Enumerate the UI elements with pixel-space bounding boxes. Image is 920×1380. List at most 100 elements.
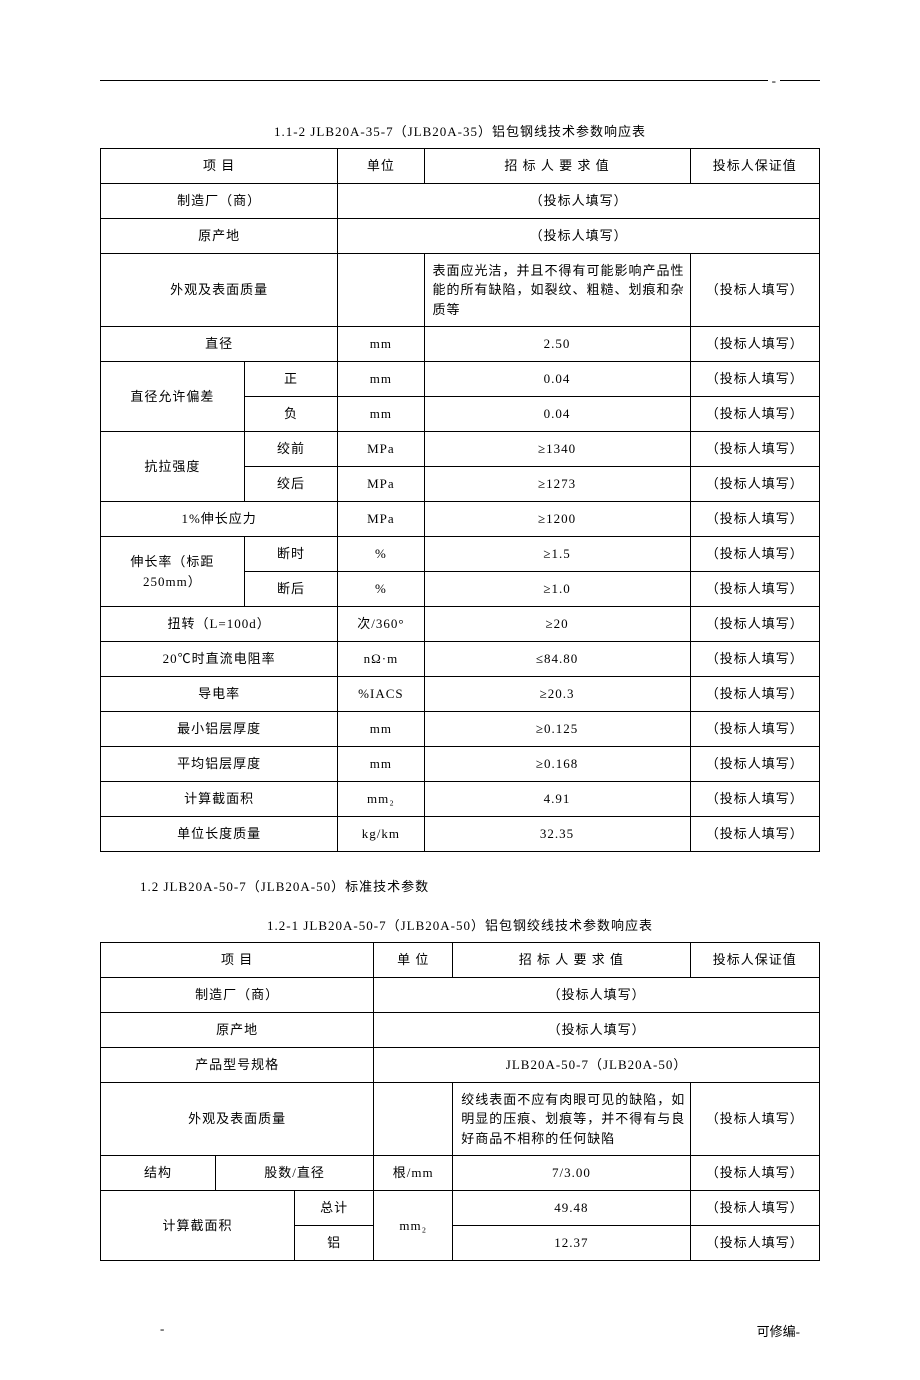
cell-fill: （投标人填写） (690, 677, 819, 712)
table-row: 平均铝层厚度 mm ≥0.168 （投标人填写） (101, 747, 820, 782)
table-row: 产品型号规格 JLB20A-50-7（JLB20A-50） (101, 1048, 820, 1083)
cell-val: ≥20.3 (424, 677, 690, 712)
cell-fill: （投标人填写） (690, 1226, 819, 1261)
cell-unit: MPa (338, 502, 424, 537)
cell-unit: mm (338, 397, 424, 432)
cell-fill: （投标人填写） (690, 362, 819, 397)
cell-resist-label: 20℃时直流电阻率 (101, 642, 338, 677)
cell-fill: （投标人填写） (690, 327, 819, 362)
cell-surface-label: 外观及表面质量 (101, 1083, 374, 1156)
table-row: 计算截面积 mm₂ 4.91 （投标人填写） (101, 782, 820, 817)
cell-val: ≥1200 (424, 502, 690, 537)
cell-val: 0.04 (424, 397, 690, 432)
cell-mass-label: 单位长度质量 (101, 817, 338, 852)
cell-fill: （投标人填写） (690, 817, 819, 852)
cell-fill: （投标人填写） (690, 537, 819, 572)
cell-fill: （投标人填写） (690, 712, 819, 747)
table-row: 外观及表面质量 表面应光洁，并且不得有可能影响产品性能的所有缺陷，如裂纹、粗糙、… (101, 254, 820, 327)
cell-elong-at: 断时 (244, 537, 337, 572)
cell-alavg-label: 平均铝层厚度 (101, 747, 338, 782)
hdr-bid: 投标人保证值 (690, 149, 819, 184)
cell-fill: （投标人填写） (690, 467, 819, 502)
hdr-unit: 单位 (338, 149, 424, 184)
cell-cond-label: 导电率 (101, 677, 338, 712)
table-row: 抗拉强度 绞前 MPa ≥1340 （投标人填写） (101, 432, 820, 467)
footer-left: - (160, 1321, 164, 1340)
cell-val: 4.91 (424, 782, 690, 817)
table-row: 最小铝层厚度 mm ≥0.125 （投标人填写） (101, 712, 820, 747)
cell-fill: （投标人填写） (338, 184, 820, 219)
cell-area-label: 计算截面积 (101, 1191, 295, 1261)
cell-unit: mm (338, 712, 424, 747)
cell-val: 49.48 (453, 1191, 690, 1226)
cell-fill: （投标人填写） (690, 1083, 819, 1156)
table-row: 导电率 %IACS ≥20.3 （投标人填写） (101, 677, 820, 712)
cell-unit: % (338, 572, 424, 607)
footer: - 可修编- (100, 1321, 820, 1340)
cell-empty (374, 1083, 453, 1156)
cell-unit: mm (338, 362, 424, 397)
table-row: 直径 mm 2.50 （投标人填写） (101, 327, 820, 362)
cell-origin: 原产地 (101, 1013, 374, 1048)
cell-fill: （投标人填写） (690, 782, 819, 817)
hdr-bid: 投标人保证值 (690, 943, 819, 978)
cell-surface-req: 表面应光洁，并且不得有可能影响产品性能的所有缺陷，如裂纹、粗糙、划痕和杂质等 (424, 254, 690, 327)
cell-fill: （投标人填写） (690, 502, 819, 537)
cell-val: 12.37 (453, 1226, 690, 1261)
cell-fill: （投标人填写） (690, 432, 819, 467)
cell-val: ≥1273 (424, 467, 690, 502)
table-row: 伸长率（标距 250mm） 断时 % ≥1.5 （投标人填写） (101, 537, 820, 572)
hdr-unit: 单 位 (374, 943, 453, 978)
cell-unit: 次/360° (338, 607, 424, 642)
cell-fill: （投标人填写） (338, 219, 820, 254)
cell-area-al: 铝 (295, 1226, 374, 1261)
cell-surface-req: 绞线表面不应有肉眼可见的缺陷，如明显的压痕、划痕等，并不得有与良好商品不相称的任… (453, 1083, 690, 1156)
cell-unit: mm₂ (374, 1191, 453, 1261)
top-rule (100, 80, 820, 81)
cell-empty (338, 254, 424, 327)
cell-fill: （投标人填写） (690, 642, 819, 677)
cell-origin: 原产地 (101, 219, 338, 254)
cell-mfr: 制造厂（商） (101, 184, 338, 219)
cell-fill: （投标人填写） (690, 607, 819, 642)
cell-unit: kg/km (338, 817, 424, 852)
cell-fill: （投标人填写） (690, 1191, 819, 1226)
cell-struct-sub: 股数/直径 (216, 1156, 374, 1191)
cell-unit: MPa (338, 467, 424, 502)
cell-twist-label: 扭转（L=100d） (101, 607, 338, 642)
cell-dia-label: 直径 (101, 327, 338, 362)
cell-mfr: 制造厂（商） (101, 978, 374, 1013)
cell-fill: （投标人填写） (374, 1013, 820, 1048)
table-row: 扭转（L=100d） 次/360° ≥20 （投标人填写） (101, 607, 820, 642)
cell-model-val: JLB20A-50-7（JLB20A-50） (374, 1048, 820, 1083)
section2-title: 1.2 JLB20A-50-7（JLB20A-50）标准技术参数 (140, 876, 820, 895)
cell-val: ≥1340 (424, 432, 690, 467)
cell-diatol-pos: 正 (244, 362, 337, 397)
table1-title: 1.1-2 JLB20A-35-7（JLB20A-35）铝包钢线技术参数响应表 (100, 121, 820, 140)
table-row: 1%伸长应力 MPa ≥1200 （投标人填写） (101, 502, 820, 537)
cell-stress-label: 1%伸长应力 (101, 502, 338, 537)
cell-unit: mm (338, 747, 424, 782)
table-row: 20℃时直流电阻率 nΩ·m ≤84.80 （投标人填写） (101, 642, 820, 677)
table-row: 项 目 单位 招 标 人 要 求 值 投标人保证值 (101, 149, 820, 184)
cell-unit: MPa (338, 432, 424, 467)
cell-val: ≥20 (424, 607, 690, 642)
cell-dia-unit: mm (338, 327, 424, 362)
cell-fill: （投标人填写） (374, 978, 820, 1013)
table-row: 单位长度质量 kg/km 32.35 （投标人填写） (101, 817, 820, 852)
cell-unit: 根/mm (374, 1156, 453, 1191)
table2: 项 目 单 位 招 标 人 要 求 值 投标人保证值 制造厂（商） （投标人填写… (100, 942, 820, 1261)
cell-area-label: 计算截面积 (101, 782, 338, 817)
cell-tensile-pre: 绞前 (244, 432, 337, 467)
cell-val: ≥0.125 (424, 712, 690, 747)
cell-dia-val: 2.50 (424, 327, 690, 362)
table-row: 外观及表面质量 绞线表面不应有肉眼可见的缺陷，如明显的压痕、划痕等，并不得有与良… (101, 1083, 820, 1156)
cell-area-total: 总计 (295, 1191, 374, 1226)
cell-diatol-neg: 负 (244, 397, 337, 432)
hdr-req: 招 标 人 要 求 值 (424, 149, 690, 184)
cell-surface-label: 外观及表面质量 (101, 254, 338, 327)
cell-tensile-post: 绞后 (244, 467, 337, 502)
table-row: 原产地 （投标人填写） (101, 1013, 820, 1048)
cell-tensile-label: 抗拉强度 (101, 432, 245, 502)
cell-fill: （投标人填写） (690, 1156, 819, 1191)
